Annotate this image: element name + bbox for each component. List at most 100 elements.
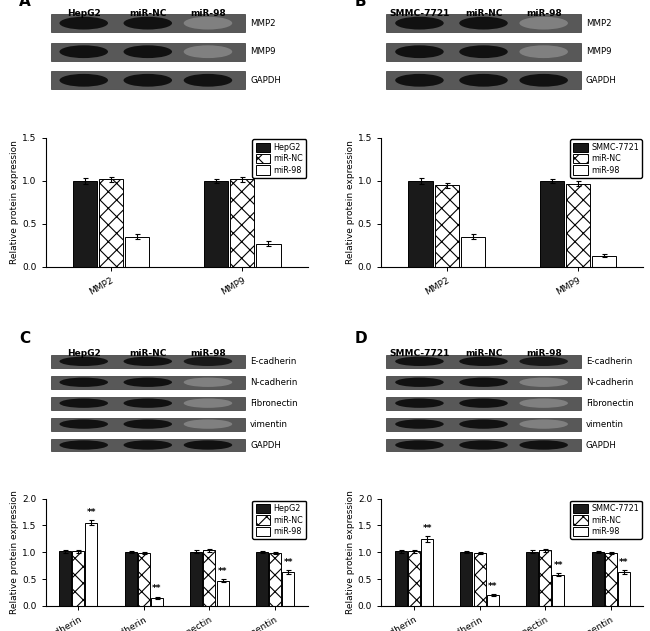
Text: vimentin: vimentin — [250, 420, 288, 428]
Bar — [387, 376, 580, 389]
Bar — [51, 397, 245, 410]
Text: GAPDH: GAPDH — [250, 440, 281, 449]
Bar — [618, 572, 630, 606]
Legend: SMMC-7721, miR-NC, miR-98: SMMC-7721, miR-NC, miR-98 — [570, 139, 642, 178]
Bar — [395, 551, 407, 606]
Ellipse shape — [460, 440, 508, 450]
Ellipse shape — [519, 45, 568, 58]
Bar — [51, 418, 245, 430]
Ellipse shape — [460, 357, 508, 366]
Text: **: ** — [283, 558, 293, 567]
Text: SMMC-7721: SMMC-7721 — [389, 9, 450, 18]
Text: **: ** — [619, 558, 629, 567]
Text: vimentin: vimentin — [586, 420, 624, 428]
Bar — [138, 553, 150, 606]
Bar — [190, 551, 202, 606]
Ellipse shape — [519, 399, 568, 408]
Bar — [435, 186, 459, 267]
Ellipse shape — [460, 377, 508, 387]
Text: miR-NC: miR-NC — [465, 9, 502, 18]
Bar — [592, 552, 604, 606]
Text: MMP9: MMP9 — [586, 47, 611, 56]
Ellipse shape — [124, 399, 172, 408]
Ellipse shape — [124, 420, 172, 428]
Ellipse shape — [184, 74, 232, 86]
Ellipse shape — [60, 420, 108, 428]
Text: E-cadherin: E-cadherin — [250, 357, 296, 366]
Ellipse shape — [60, 45, 108, 58]
Bar — [408, 181, 433, 267]
Bar — [460, 552, 473, 606]
Bar — [387, 397, 580, 410]
Bar — [51, 355, 245, 368]
Text: MMP2: MMP2 — [586, 19, 612, 28]
Ellipse shape — [124, 17, 172, 30]
Ellipse shape — [184, 399, 232, 408]
Y-axis label: Relative protein expression: Relative protein expression — [346, 490, 355, 614]
Bar — [387, 71, 580, 89]
Text: N-cadherin: N-cadherin — [250, 378, 298, 387]
Bar — [51, 439, 245, 452]
Bar — [256, 552, 268, 606]
Text: E-cadherin: E-cadherin — [586, 357, 632, 366]
Ellipse shape — [184, 17, 232, 30]
Bar — [540, 181, 564, 267]
Bar — [59, 551, 72, 606]
Bar — [487, 595, 499, 606]
Ellipse shape — [519, 377, 568, 387]
Ellipse shape — [124, 357, 172, 366]
Text: **: ** — [554, 561, 563, 570]
Ellipse shape — [184, 440, 232, 450]
Ellipse shape — [60, 399, 108, 408]
Bar — [566, 184, 590, 267]
Ellipse shape — [395, 17, 444, 30]
Bar — [230, 179, 254, 267]
Ellipse shape — [184, 357, 232, 366]
Bar — [73, 181, 97, 267]
Ellipse shape — [60, 440, 108, 450]
Ellipse shape — [395, 357, 444, 366]
Text: miR-98: miR-98 — [526, 9, 562, 18]
Text: Fibronectin: Fibronectin — [250, 399, 298, 408]
Text: GAPDH: GAPDH — [250, 76, 281, 85]
Ellipse shape — [395, 399, 444, 408]
Text: miR-NC: miR-NC — [129, 9, 166, 18]
Bar — [526, 551, 538, 606]
Bar — [99, 179, 123, 267]
Bar — [604, 553, 617, 606]
Bar — [125, 237, 150, 267]
Bar — [85, 523, 98, 606]
Bar — [387, 355, 580, 368]
Text: A: A — [20, 0, 31, 9]
Bar — [256, 244, 281, 267]
Bar — [51, 71, 245, 89]
Bar — [539, 550, 551, 606]
Bar — [474, 553, 486, 606]
Bar — [282, 572, 294, 606]
Ellipse shape — [184, 377, 232, 387]
Text: miR-98: miR-98 — [190, 9, 226, 18]
Bar — [408, 551, 420, 606]
Legend: HepG2, miR-NC, miR-98: HepG2, miR-NC, miR-98 — [252, 139, 306, 178]
Bar — [269, 553, 281, 606]
Legend: HepG2, miR-NC, miR-98: HepG2, miR-NC, miR-98 — [252, 500, 306, 539]
Bar — [72, 551, 84, 606]
Ellipse shape — [60, 17, 108, 30]
Y-axis label: Relative protein expression: Relative protein expression — [346, 141, 355, 264]
Ellipse shape — [519, 357, 568, 366]
Bar — [461, 237, 485, 267]
Text: miR-98: miR-98 — [190, 349, 226, 358]
Ellipse shape — [184, 420, 232, 428]
Ellipse shape — [519, 420, 568, 428]
Text: HepG2: HepG2 — [67, 9, 101, 18]
Bar — [51, 43, 245, 61]
Bar — [203, 550, 215, 606]
Text: B: B — [355, 0, 367, 9]
Text: **: ** — [152, 584, 162, 593]
Bar — [51, 376, 245, 389]
Bar — [421, 539, 433, 606]
Ellipse shape — [460, 399, 508, 408]
Ellipse shape — [395, 440, 444, 450]
Y-axis label: Relative protein expression: Relative protein expression — [10, 141, 20, 264]
Bar — [151, 598, 163, 606]
